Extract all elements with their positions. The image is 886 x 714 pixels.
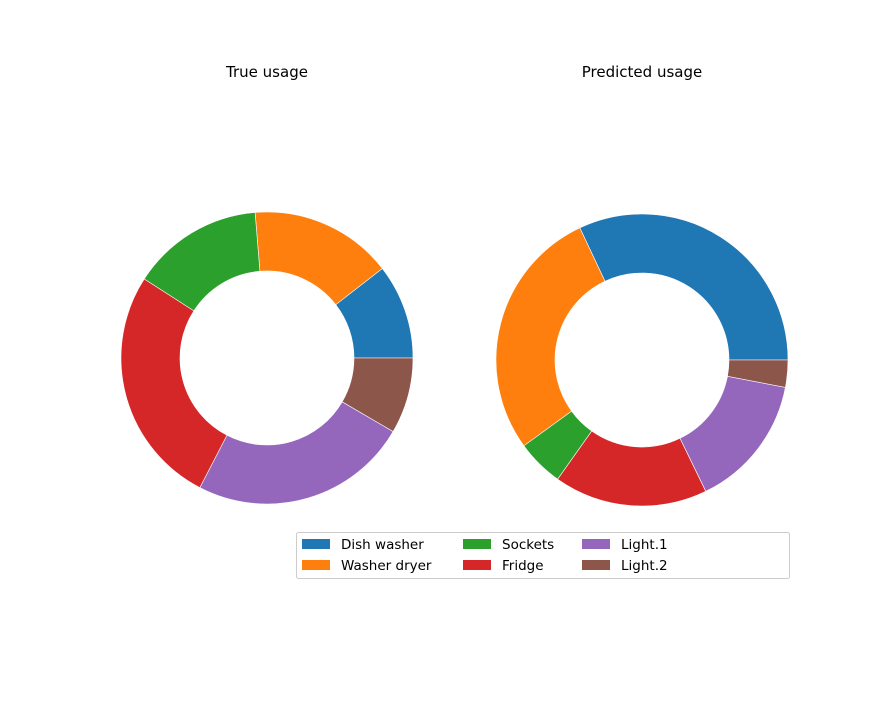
legend-label-fridge: Fridge [502, 558, 544, 574]
chart-title-true-usage: True usage [225, 63, 308, 81]
legend: Dish washer Washer dryer Sockets Fridge Ligh… [296, 532, 790, 579]
legend-frame [296, 532, 790, 579]
legend-label-light-2: Light.2 [621, 558, 668, 574]
donut-chart-predicted-usage [495, 213, 789, 507]
slice-dish-washer [579, 213, 789, 361]
slice-light-2 [727, 359, 789, 388]
slice-light-2 [341, 357, 414, 432]
legend-swatch-light-1 [582, 539, 610, 549]
legend-label-light-1: Light.1 [621, 537, 668, 553]
legend-swatch-sockets [463, 539, 491, 549]
legend-swatch-washer-dryer [302, 560, 330, 570]
slice-fridge [120, 278, 228, 489]
legend-label-sockets: Sockets [502, 537, 554, 553]
legend-label-washer-dryer: Washer dryer [341, 558, 432, 574]
donut-chart-true-usage [120, 211, 414, 505]
legend-swatch-light-2 [582, 560, 610, 570]
legend-label-dish-washer: Dish washer [341, 537, 424, 553]
legend-swatch-fridge [463, 560, 491, 570]
chart-title-predicted-usage: Predicted usage [582, 63, 702, 81]
slice-light-1 [199, 401, 394, 505]
slice-washer-dryer [495, 227, 606, 447]
legend-swatch-dish-washer [302, 539, 330, 549]
